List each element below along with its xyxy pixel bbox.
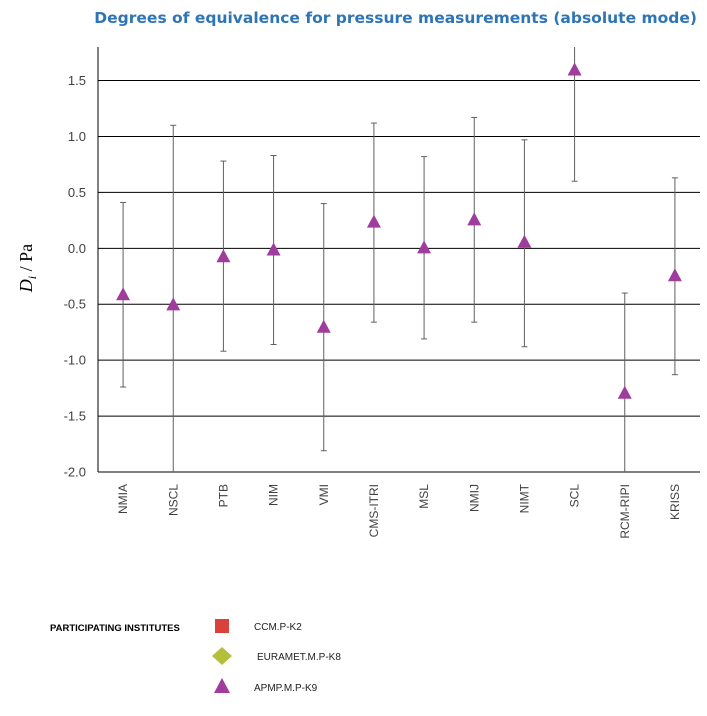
y-tick-label: 1.0 xyxy=(68,129,86,144)
data-point-triangle xyxy=(216,249,231,263)
y-tick-label: 0.0 xyxy=(68,241,86,256)
x-tick-label: RCM-RIPI xyxy=(618,484,632,539)
legend-item-label: EURAMET.M.P-K8 xyxy=(257,652,341,663)
data-point-triangle xyxy=(266,242,281,256)
x-tick-label: NMIA xyxy=(116,484,130,514)
data-point-triangle xyxy=(116,287,131,301)
legend-triangle-icon xyxy=(214,678,230,693)
x-tick-label: PTB xyxy=(216,484,230,507)
data-point-triangle xyxy=(166,297,181,311)
y-tick-label: -2.0 xyxy=(64,465,86,480)
chart-title: Degrees of equivalence for pressure meas… xyxy=(94,9,697,27)
data-point-triangle xyxy=(366,214,381,228)
x-tick-label: VMI xyxy=(317,484,331,505)
data-point-triangle xyxy=(316,319,331,333)
x-tick-label: MSL xyxy=(417,484,431,509)
y-axis-label: Di / Pa xyxy=(16,244,39,293)
data-point-triangle xyxy=(617,385,632,399)
x-tick-label: KRISS xyxy=(668,484,682,520)
x-tick-label: SCL xyxy=(568,484,582,508)
x-tick-label: CMS-ITRI xyxy=(367,484,381,537)
legend-diamond-icon xyxy=(212,647,232,665)
data-point-triangle xyxy=(667,268,682,282)
y-tick-label: -1.5 xyxy=(64,409,86,424)
data-point-triangle xyxy=(567,62,582,76)
legend-heading: PARTICIPATING INSTITUTES xyxy=(50,623,180,634)
legend-item-label: CCM.P-K2 xyxy=(254,622,302,633)
x-tick-label: NMIJ xyxy=(467,484,481,512)
x-tick-label: NIMT xyxy=(517,483,531,513)
data-point-triangle xyxy=(517,234,532,248)
y-tick-label: -1.0 xyxy=(64,353,86,368)
y-tick-label: 0.5 xyxy=(68,185,86,200)
legend-item-label: APMP.M.P-K9 xyxy=(254,683,318,694)
x-tick-label: NSCL xyxy=(166,484,180,516)
data-point-triangle xyxy=(467,212,482,226)
y-axis-label-text: Di / Pa xyxy=(16,244,39,293)
legend-square-icon xyxy=(215,619,229,633)
plot-area: -2.0 -1.5 -1.0 -0.5 0.0 0.5 1.0 1.5 NMIA NSCL PTB N… xyxy=(64,47,700,539)
legend: PARTICIPATING INSTITUTES CCM.P-K2 EURAMET.… xyxy=(50,619,341,694)
x-tick-label: NIM xyxy=(267,484,281,506)
y-tick-label: -0.5 xyxy=(64,297,86,312)
data-point-triangle xyxy=(417,240,432,254)
y-tick-label: 1.5 xyxy=(68,73,86,88)
